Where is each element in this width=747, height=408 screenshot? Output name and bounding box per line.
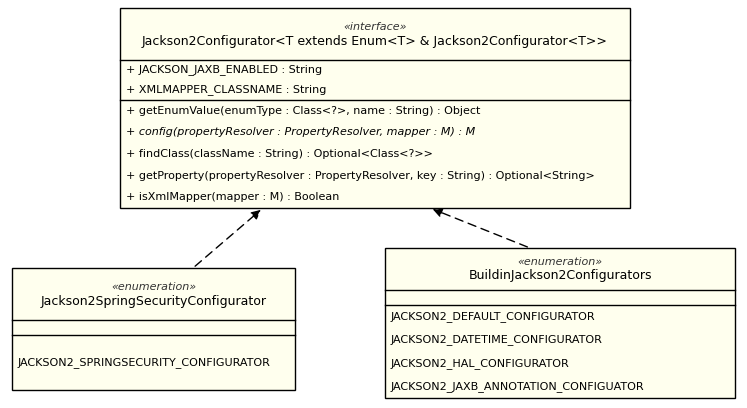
Text: + getProperty(propertyResolver : PropertyResolver, key : String) : Optional<Stri: + getProperty(propertyResolver : Propert… [126, 171, 595, 181]
Text: JACKSON2_HAL_CONFIGURATOR: JACKSON2_HAL_CONFIGURATOR [391, 358, 570, 368]
Text: + getEnumValue(enumType : Class<?>, name : String) : Object: + getEnumValue(enumType : Class<?>, name… [126, 106, 480, 116]
Text: BuildinJackson2Configurators: BuildinJackson2Configurators [468, 270, 651, 282]
Text: JACKSON2_DEFAULT_CONFIGURATOR: JACKSON2_DEFAULT_CONFIGURATOR [391, 311, 595, 322]
Text: «enumeration»: «enumeration» [111, 282, 196, 292]
Bar [385, 248, 735, 398]
Text: + config(propertyResolver : PropertyResolver, mapper : M) : M: + config(propertyResolver : PropertyReso… [126, 127, 475, 137]
Text: + XMLMAPPER_CLASSNAME : String: + XMLMAPPER_CLASSNAME : String [126, 84, 326, 95]
Text: Jackson2Configurator<T extends Enum<T> & Jackson2Configurator<T>>: Jackson2Configurator<T extends Enum<T> &… [142, 35, 608, 47]
Bar [120, 8, 630, 208]
Bar [12, 268, 295, 390]
Text: «enumeration»: «enumeration» [518, 257, 603, 267]
Text: JACKSON2_DATETIME_CONFIGURATOR: JACKSON2_DATETIME_CONFIGURATOR [391, 335, 603, 345]
Text: + findClass(className : String) : Optional<Class<?>>: + findClass(className : String) : Option… [126, 149, 433, 159]
Text: Jackson2SpringSecurityConfigurator: Jackson2SpringSecurityConfigurator [40, 295, 267, 308]
Text: JACKSON2_SPRINGSECURITY_CONFIGURATOR: JACKSON2_SPRINGSECURITY_CONFIGURATOR [18, 357, 271, 368]
Text: + JACKSON_JAXB_ENABLED : String: + JACKSON_JAXB_ENABLED : String [126, 64, 322, 75]
Text: «interface»: «interface» [344, 22, 407, 32]
Text: JACKSON2_JAXB_ANNOTATION_CONFIGUATOR: JACKSON2_JAXB_ANNOTATION_CONFIGUATOR [391, 381, 645, 392]
Text: + isXmlMapper(mapper : M) : Boolean: + isXmlMapper(mapper : M) : Boolean [126, 192, 339, 202]
